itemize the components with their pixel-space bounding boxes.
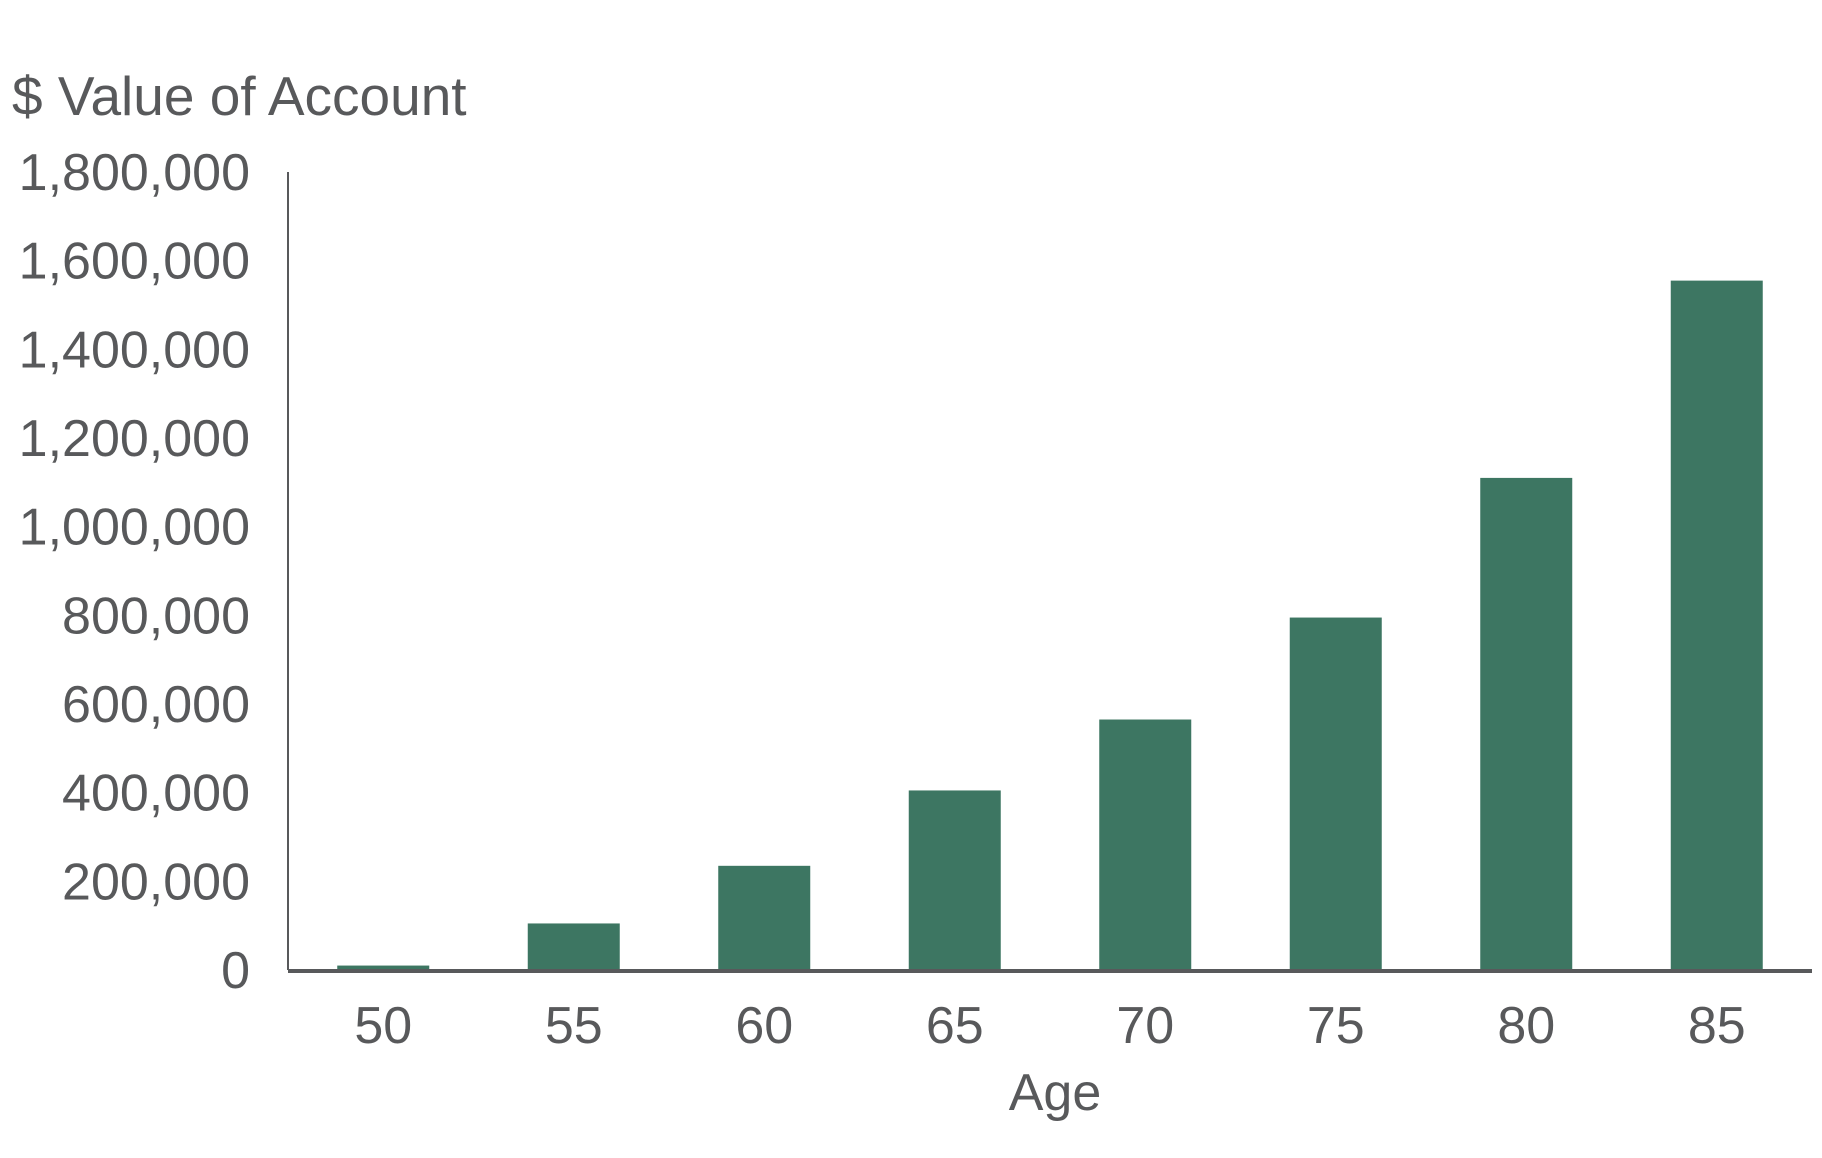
x-tick-label: 55 (545, 997, 603, 1055)
bar-85 (1670, 280, 1763, 970)
y-tick-label: 400,000 (62, 765, 250, 823)
y-tick-label: 200,000 (62, 853, 250, 911)
bar-70 (1099, 719, 1192, 970)
y-tick-label: 1,200,000 (19, 410, 250, 468)
x-tick-label: 85 (1688, 997, 1746, 1055)
x-axis-ticks: 50 55 60 65 70 75 80 85 (354, 997, 1745, 1055)
y-axis-title: $ Value of Account (12, 65, 467, 127)
x-tick-label: 60 (735, 997, 793, 1055)
bar-60 (718, 865, 811, 970)
x-tick-label: 50 (354, 997, 412, 1055)
bars (337, 280, 1763, 970)
x-axis-title: Age (1009, 1064, 1102, 1122)
y-tick-label: 1,000,000 (19, 499, 250, 557)
x-tick-label: 70 (1116, 997, 1174, 1055)
y-tick-label: 1,800,000 (19, 144, 250, 202)
y-tick-label: 600,000 (62, 676, 250, 734)
bar-55 (527, 923, 620, 970)
x-tick-label: 80 (1497, 997, 1555, 1055)
y-axis-ticks: 0 200,000 400,000 600,000 800,000 1,000,000 1,… (19, 144, 250, 1000)
y-tick-label: 0 (221, 942, 250, 1000)
bar-65 (908, 790, 1001, 970)
y-tick-label: 800,000 (62, 587, 250, 645)
bar-75 (1289, 617, 1382, 970)
y-tick-label: 1,600,000 (19, 233, 250, 291)
x-tick-label: 65 (926, 997, 984, 1055)
bar-80 (1480, 477, 1573, 970)
bar-50 (337, 965, 430, 970)
y-tick-label: 1,400,000 (19, 321, 250, 379)
x-tick-label: 75 (1307, 997, 1365, 1055)
